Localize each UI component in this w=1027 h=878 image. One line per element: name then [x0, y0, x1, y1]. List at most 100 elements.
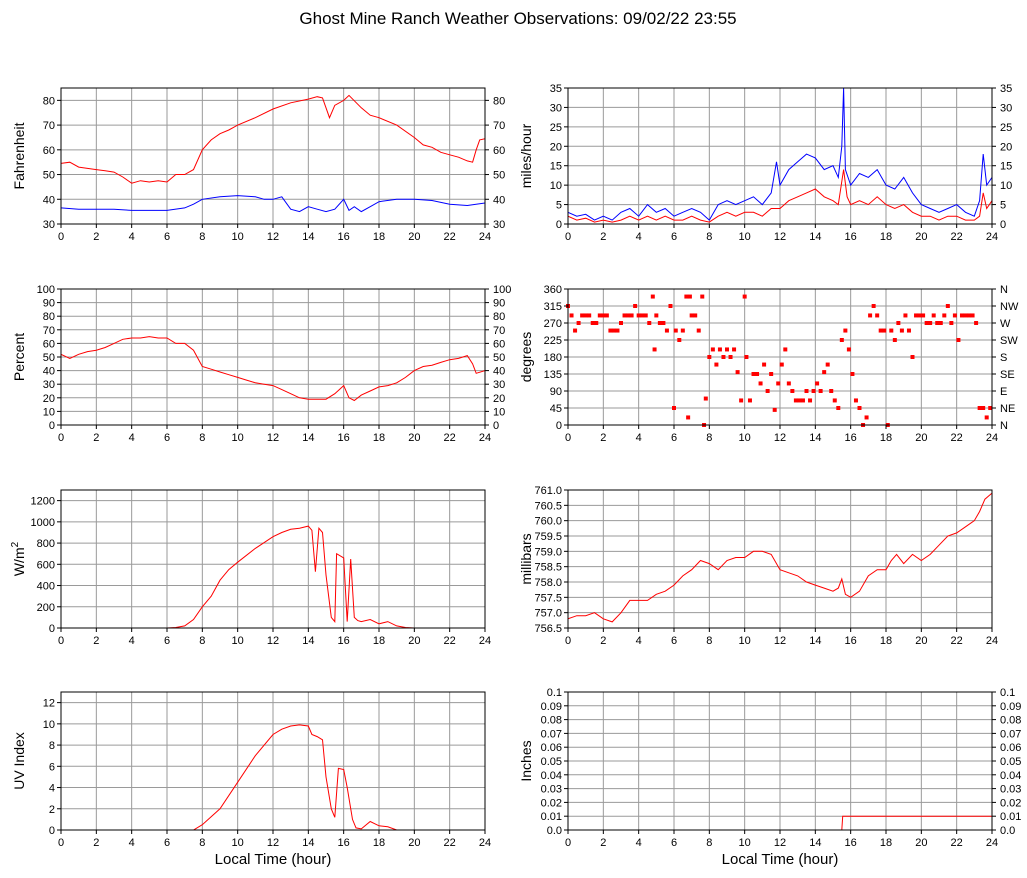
data-point — [580, 313, 585, 318]
data-point — [742, 294, 747, 299]
x-tick-label: 22 — [444, 837, 456, 849]
y-tick-label-right: 40 — [493, 366, 505, 378]
data-point — [896, 321, 901, 325]
series-line-0 — [61, 94, 485, 184]
data-point — [744, 355, 749, 359]
y-tick-label: 759.5 — [534, 531, 562, 543]
y-tick-label: 0.02 — [541, 797, 562, 809]
x-tick-label: 14 — [809, 432, 821, 444]
x-tick-label: 6 — [164, 635, 170, 647]
x-tick-label: 22 — [444, 635, 456, 647]
x-tick-label: 24 — [986, 837, 998, 849]
y-tick-label-right: 0.01 — [1000, 811, 1021, 823]
series-line-0 — [568, 492, 992, 623]
grid-lines — [61, 288, 485, 425]
x-tick-label: 4 — [129, 837, 135, 849]
x-tick-label: 18 — [373, 635, 385, 647]
x-axis: 0 2 4 6 8 10 12 14 16 18 20 22 24 — [565, 224, 998, 243]
x-tick-label: 24 — [479, 635, 491, 647]
x-tick-label: 0 — [565, 635, 571, 647]
y-axis: 0 200 400 600 800 1000 1200 — [31, 496, 61, 635]
x-tick-label: 6 — [671, 231, 677, 243]
y-axis-label-text: Inches — [518, 740, 534, 781]
x-tick-label: 24 — [986, 635, 998, 647]
chart-rain: 0 2 4 6 8 10 12 14 16 18 20 22 240.0 0.00.01 0.010.02 0… — [518, 687, 1021, 868]
x-tick-label: 0 — [565, 837, 571, 849]
x-tick-label: 6 — [164, 432, 170, 444]
data-point — [815, 381, 820, 386]
y-tick-label-right: 50 — [493, 170, 505, 182]
y-tick-label: 10 — [43, 406, 55, 418]
y-tick-label-right: 80 — [493, 311, 505, 323]
x-tick-label: 12 — [774, 837, 786, 849]
x-tick-label: 10 — [739, 432, 751, 444]
y-axis-label-text: Fahrenheit — [11, 122, 27, 189]
y-tick-label: 0 — [556, 219, 562, 231]
data-point — [822, 370, 827, 375]
y-tick-label-right: 0.02 — [1000, 797, 1021, 809]
data-point — [587, 313, 592, 318]
data-point — [843, 328, 848, 333]
y-tick-label: 180 — [544, 352, 562, 364]
data-point — [573, 328, 578, 333]
y-tick-label-right: 5 — [1000, 200, 1006, 212]
x-tick-label: 22 — [951, 432, 963, 444]
y-axis: 0 0 5 5 10 10 15 15 20 20 25 25 30 30 35 35 — [550, 83, 1013, 231]
y-axis-label-text: miles/hour — [518, 123, 534, 188]
x-tick-label: 2 — [93, 837, 99, 849]
data-point — [857, 406, 862, 410]
y-tick-label-right: NW — [1000, 301, 1019, 313]
data-point — [689, 313, 694, 318]
x-tick-label: 4 — [636, 635, 642, 647]
y-axis-label: W/m2 — [10, 541, 27, 576]
series-line-0 — [61, 525, 485, 629]
data-point — [981, 406, 986, 410]
x-axis: 0 2 4 6 8 10 12 14 16 18 20 22 24 — [565, 628, 998, 647]
y-tick-label: 0.09 — [541, 701, 562, 713]
y-axis-label: UV Index — [11, 732, 27, 790]
x-axis: 0 2 4 6 8 10 12 14 16 18 20 22 24 — [58, 628, 491, 647]
y-axis-label: degrees — [518, 332, 534, 383]
data-point — [853, 398, 858, 403]
y-tick-label-right: 20 — [493, 393, 505, 405]
data-point — [882, 328, 887, 333]
data-point — [654, 313, 659, 318]
y-tick-label: 0 — [49, 420, 55, 432]
x-tick-label: 22 — [951, 635, 963, 647]
x-tick-label: 0 — [565, 231, 571, 243]
x-tick-label: 8 — [199, 432, 205, 444]
data-point — [988, 406, 993, 410]
x-tick-label: 8 — [199, 837, 205, 849]
y-axis-label: millibars — [518, 533, 534, 584]
x-tick-label: 2 — [600, 635, 606, 647]
data-point — [680, 328, 685, 333]
y-tick-label: 8 — [49, 740, 55, 752]
y-tick-label-right: W — [1000, 318, 1011, 330]
y-tick-label: 15 — [550, 161, 562, 173]
data-point — [604, 313, 609, 318]
data-point — [739, 398, 744, 403]
y-tick-label: 0.07 — [541, 728, 562, 740]
data-point — [832, 398, 837, 403]
y-tick-label: 90 — [43, 298, 55, 310]
y-tick-label: 360 — [544, 284, 562, 296]
y-tick-label: 1000 — [31, 517, 55, 529]
x-tick-label: 12 — [267, 432, 279, 444]
x-tick-label: 20 — [408, 635, 420, 647]
x-tick-label: 10 — [232, 231, 244, 243]
y-tick-label: 10 — [43, 719, 55, 731]
data-point — [673, 328, 678, 333]
x-axis: 0 2 4 6 8 10 12 14 16 18 20 22 24 — [565, 830, 998, 849]
y-axis: 0 N 45 NE 90 E 135 SE 180 S 225 SW 270 W 315 NW 360 N — [544, 284, 1019, 432]
data-point — [836, 406, 841, 410]
data-point — [931, 313, 936, 318]
y-tick-label-right: SE — [1000, 369, 1015, 381]
y-axis-label: Fahrenheit — [11, 122, 27, 189]
data-point — [984, 415, 989, 420]
data-point — [590, 321, 595, 325]
chart-pressure: 0 2 4 6 8 10 12 14 16 18 20 22 24756.5757.0757.5758.… — [518, 485, 998, 647]
data-point — [829, 389, 834, 393]
y-tick-label: 5 — [556, 200, 562, 212]
data-point — [942, 313, 947, 318]
